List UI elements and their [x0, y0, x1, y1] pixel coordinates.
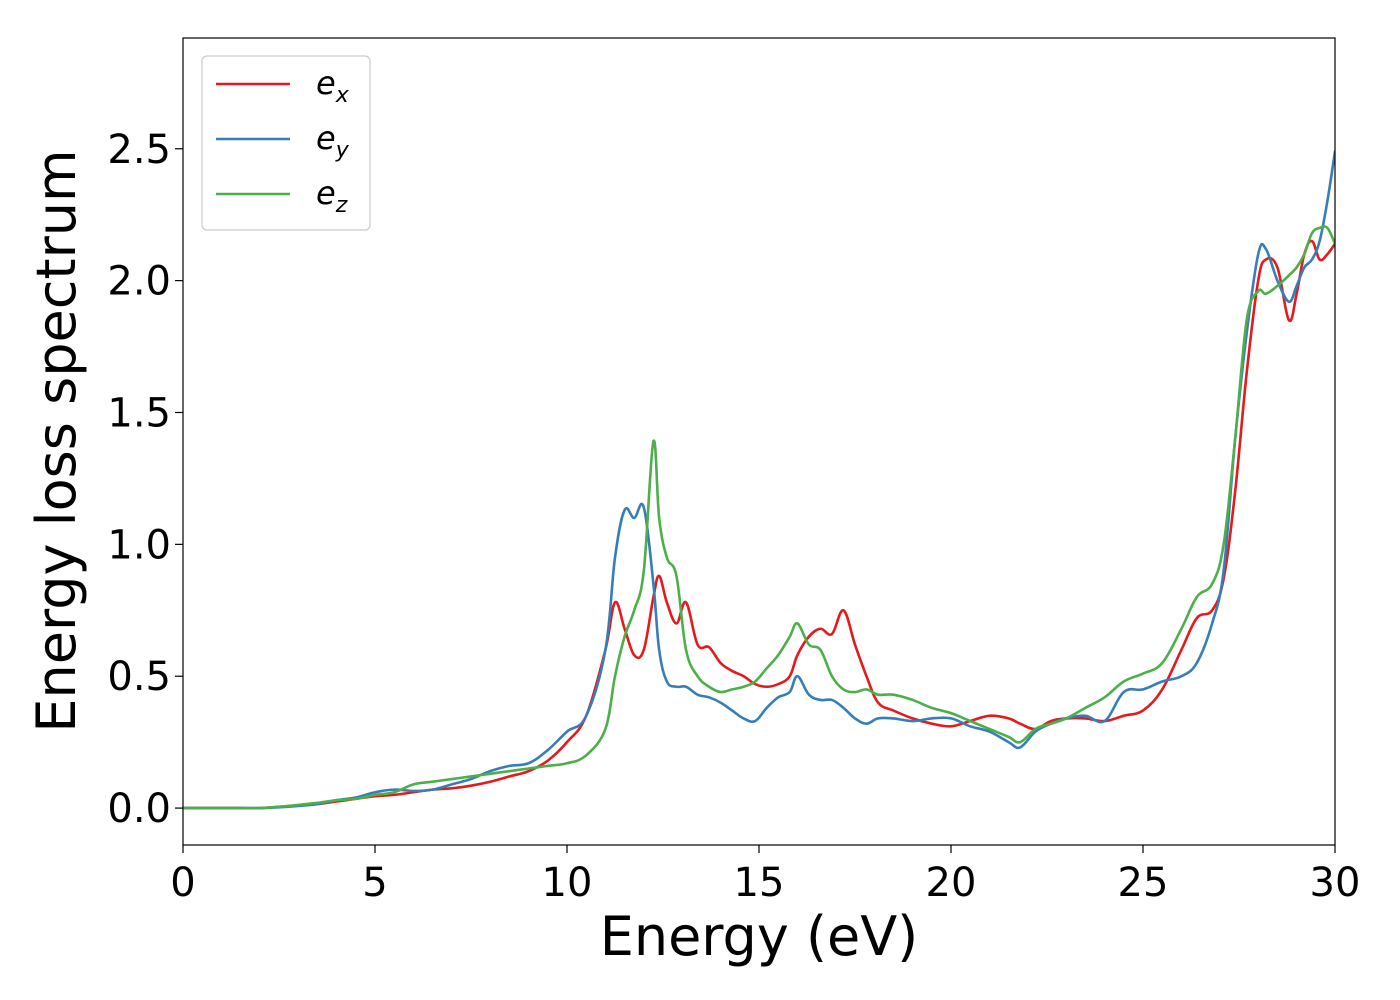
y-tick-label: 1.5 — [107, 390, 171, 436]
y-tick-label: 0.0 — [107, 786, 171, 832]
series-layer — [183, 150, 1335, 810]
legend-label-ez: ez — [316, 174, 348, 218]
x-tick-label: 30 — [1310, 860, 1361, 906]
y-axis-label: Energy loss spectrum — [25, 149, 88, 732]
legend-frame — [201, 55, 371, 231]
series-line-ex — [183, 239, 1335, 810]
x-tick-label: 20 — [926, 860, 977, 906]
y-tick-label: 2.5 — [107, 127, 171, 173]
x-tick-label: 0 — [170, 860, 195, 906]
y-tick-label: 2.0 — [107, 259, 171, 305]
x-axis-ticks: 0 5 10 15 20 25 30 — [170, 845, 1360, 906]
x-tick-label: 10 — [542, 860, 593, 906]
y-axis-ticks: 0.0 0.5 1.0 1.5 2.0 2.5 — [107, 127, 183, 832]
series-line-ez — [183, 225, 1335, 810]
y-tick-label: 1.0 — [107, 522, 171, 568]
legend-label-ey: ey — [316, 119, 350, 163]
x-axis-label: Energy (eV) — [600, 905, 919, 968]
y-tick-label: 0.5 — [107, 654, 171, 700]
series-line-ey — [183, 150, 1335, 810]
legend-label-ex: ex — [316, 64, 350, 108]
x-tick-label: 25 — [1118, 860, 1169, 906]
x-tick-label: 15 — [734, 860, 785, 906]
x-tick-label: 5 — [362, 860, 387, 906]
legend: ex ey ez — [201, 55, 371, 231]
